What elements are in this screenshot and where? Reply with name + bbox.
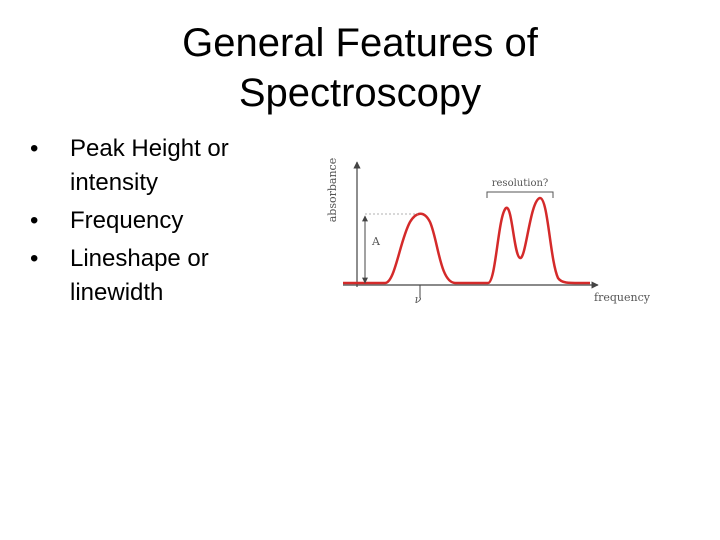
bullet: Frequency [30, 204, 270, 238]
y-axis-label: absorbance [326, 158, 339, 222]
x-axis-label: frequency [594, 291, 651, 304]
slide-title: General Features of Spectroscopy [0, 18, 720, 118]
bullet: Lineshape or linewidth [30, 242, 270, 310]
bracket-label: resolution? [492, 178, 549, 189]
bullet-list: Peak Height or intensity Frequency Lines… [30, 132, 270, 314]
resolution-bracket [486, 191, 554, 198]
title-line: Spectroscopy [238, 71, 482, 115]
spectrum-curve [343, 196, 591, 285]
height-label: A [371, 235, 381, 248]
peak-label: ν [415, 293, 422, 306]
title-line: General Features of [182, 21, 538, 65]
bullet: Peak Height or intensity [30, 132, 270, 200]
